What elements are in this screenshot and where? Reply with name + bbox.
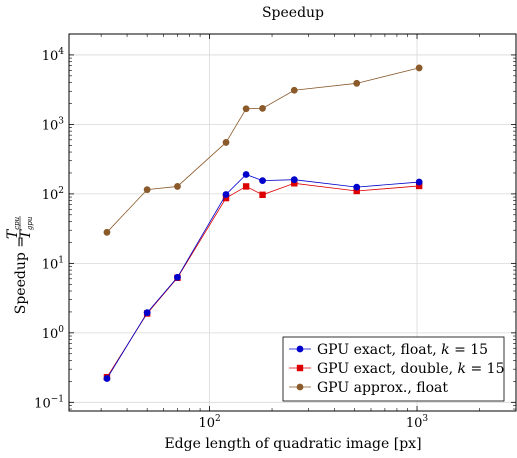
data-point <box>103 228 111 236</box>
legend-label: GPU exact, float, k = 15 <box>317 342 488 358</box>
x-axis-label: Edge length of quadratic image [px] <box>164 436 421 452</box>
series-line <box>106 67 420 233</box>
data-point <box>143 309 151 317</box>
legend-marker <box>296 345 304 353</box>
y-tick-label: 100 <box>42 325 65 342</box>
legend-marker <box>296 383 304 391</box>
data-point <box>143 186 151 194</box>
axis-ticks: 102 103 10−1 100 101 102 103 104 <box>34 33 517 431</box>
series-0 <box>103 171 423 382</box>
data-point <box>174 183 181 190</box>
data-point <box>415 178 423 186</box>
data-point <box>222 139 230 146</box>
data-point <box>290 176 298 184</box>
data-point <box>353 183 361 191</box>
y-axis-label-text: Speedup = <box>13 236 29 314</box>
data-point <box>103 375 111 382</box>
data-point <box>242 171 250 178</box>
x-tick-label: 102 <box>198 414 220 431</box>
y-tick-label: 104 <box>42 47 65 64</box>
legend-label: GPU approx., float <box>317 380 448 396</box>
legend-marker <box>296 364 304 372</box>
x-tick-label: 103 <box>406 414 429 431</box>
data-point <box>415 182 423 190</box>
data-point <box>415 64 423 72</box>
legend-box <box>282 336 505 402</box>
y-tick-label: 10−1 <box>34 394 64 411</box>
data-series <box>103 64 423 382</box>
data-point <box>259 104 266 112</box>
data-point <box>174 273 181 281</box>
y-label-denominator: Tgpu <box>18 216 34 239</box>
data-point <box>291 180 298 187</box>
plot-frame <box>68 33 517 412</box>
legend: GPU exact, float, k = 15 GPU exact, doubl… <box>282 336 505 402</box>
y-tick-label: 102 <box>42 186 64 203</box>
data-point <box>353 79 361 87</box>
data-point <box>353 187 360 195</box>
y-tick-label: 103 <box>42 116 65 133</box>
data-point <box>222 194 230 202</box>
y-tick-label: 101 <box>42 255 64 272</box>
data-point <box>242 183 250 190</box>
data-point <box>259 177 266 185</box>
data-point <box>222 191 230 198</box>
data-point <box>259 191 266 198</box>
legend-label: GPU exact, double, k = 15 <box>317 361 504 377</box>
y-label-numerator: Tcpu <box>5 216 21 239</box>
data-point <box>290 86 298 94</box>
series-2 <box>103 64 423 236</box>
data-point <box>242 105 250 113</box>
chart-title: Speedup <box>262 5 324 21</box>
